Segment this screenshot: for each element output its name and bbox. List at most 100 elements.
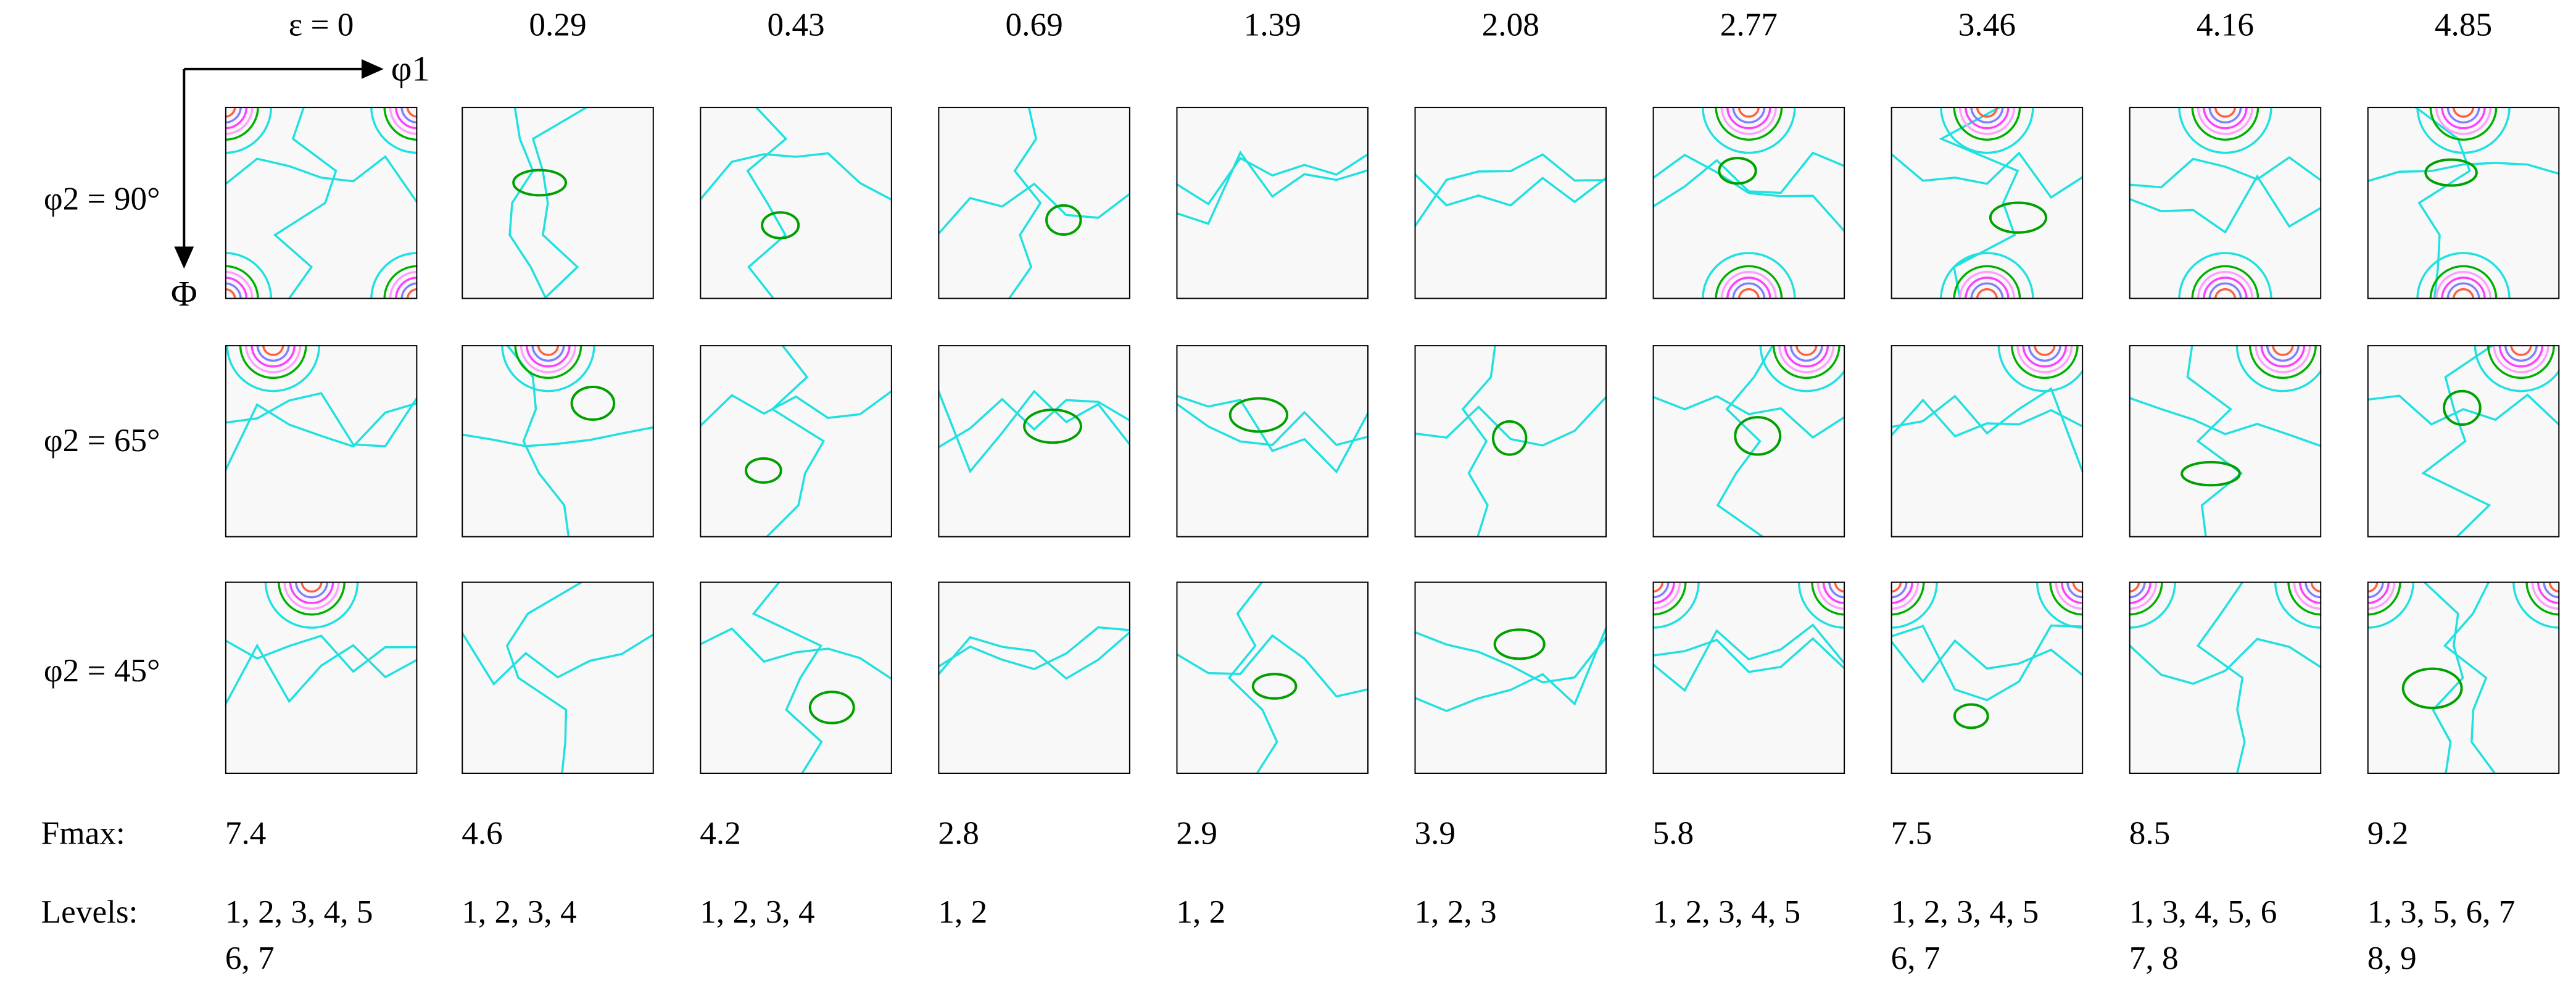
section-bg <box>225 345 418 538</box>
contour <box>2421 345 2494 538</box>
contour <box>2429 265 2498 299</box>
contour <box>2208 107 2242 124</box>
contour <box>1414 631 1607 684</box>
column-header: 4.16 <box>2197 6 2254 43</box>
contour <box>1970 107 2004 124</box>
ode-section <box>462 345 654 538</box>
section-bg <box>700 581 892 775</box>
contour <box>2186 345 2243 538</box>
ode-section <box>2129 581 2322 775</box>
contour <box>2010 345 2079 380</box>
contour <box>295 581 329 599</box>
contour <box>1045 204 1082 236</box>
contour <box>2203 107 2248 130</box>
section-bg <box>2129 345 2322 538</box>
contour <box>1652 623 1845 692</box>
contour <box>700 627 892 681</box>
levels-value: 1, 2, 3 <box>1415 894 1497 930</box>
contour <box>2272 345 2294 356</box>
contour <box>300 581 323 593</box>
column-header: 3.46 <box>1958 6 2016 43</box>
contour <box>1491 420 1528 456</box>
contour <box>1461 345 1496 538</box>
contour <box>2180 460 2241 487</box>
contour <box>2416 252 2511 299</box>
contour <box>2197 107 2254 135</box>
column-header: ε = 0 <box>289 6 354 43</box>
levels-value: 1, 2, 3, 4, 5 <box>1891 894 2039 930</box>
section-bg <box>2367 345 2560 538</box>
contour <box>526 345 571 368</box>
contour <box>531 107 589 299</box>
contour <box>2129 396 2322 447</box>
contour <box>1891 624 2084 702</box>
contour <box>938 631 1130 680</box>
contour <box>1251 673 1298 700</box>
fmax-value: 2.8 <box>938 815 979 851</box>
contour <box>2498 345 2544 368</box>
fmax-value: 9.2 <box>2367 815 2409 851</box>
contour <box>2248 345 2317 380</box>
contour <box>226 345 320 393</box>
contour <box>2446 282 2480 299</box>
contour <box>262 345 284 356</box>
contour <box>2027 345 2061 362</box>
column-header: 4.85 <box>2435 6 2492 43</box>
contour <box>1726 107 1771 130</box>
contour <box>1008 107 1042 299</box>
contour <box>2022 345 2068 368</box>
contour <box>1997 345 2084 393</box>
column-header: 0.43 <box>767 6 824 43</box>
contour <box>1652 637 1845 673</box>
fmax-value: 4.6 <box>462 815 503 851</box>
contour <box>225 643 418 706</box>
ode-section <box>700 581 892 775</box>
contour <box>537 345 560 356</box>
column-header: 0.69 <box>1006 6 1063 43</box>
section-bg <box>2367 107 2560 299</box>
contour <box>1953 107 2021 141</box>
contour <box>256 345 290 362</box>
fmax-value: 4.2 <box>700 815 741 851</box>
section-bg <box>1652 581 1845 775</box>
contour <box>289 581 334 604</box>
contour <box>1891 398 2084 438</box>
contour <box>745 457 782 484</box>
ode-section <box>2367 581 2560 775</box>
contour <box>2416 107 2511 154</box>
section-bg <box>462 345 654 538</box>
contour <box>501 345 595 393</box>
contour <box>1718 157 1757 185</box>
contour <box>1652 154 1845 233</box>
ode-section <box>1891 581 2084 775</box>
section-bg <box>225 581 418 775</box>
contour <box>1720 270 1777 299</box>
contour <box>520 345 577 373</box>
column-header: 0.29 <box>529 6 586 43</box>
contour <box>1176 394 1369 474</box>
ode-section <box>2129 345 2322 538</box>
contour <box>1726 276 1771 299</box>
contour <box>1228 397 1289 433</box>
contour <box>1953 265 2021 299</box>
section-bg <box>1652 345 1845 538</box>
contour <box>1965 107 2010 130</box>
contour <box>1737 288 1760 299</box>
contour <box>1778 345 1835 373</box>
ode-section <box>938 107 1130 299</box>
contour <box>1732 107 1766 124</box>
contour <box>1958 107 2016 135</box>
contour <box>273 107 338 299</box>
contour <box>1716 345 1775 538</box>
contour <box>2034 345 2056 356</box>
contour <box>1795 345 1818 356</box>
contour <box>505 581 583 775</box>
levels-value: 6, 7 <box>1891 940 1940 976</box>
fmax-value: 3.9 <box>1415 815 1456 851</box>
row-label: φ2 = 65° <box>44 422 160 459</box>
section-bg <box>700 345 892 538</box>
contour <box>2255 345 2311 373</box>
ode-section <box>1414 107 1607 299</box>
contour <box>1772 345 1841 380</box>
